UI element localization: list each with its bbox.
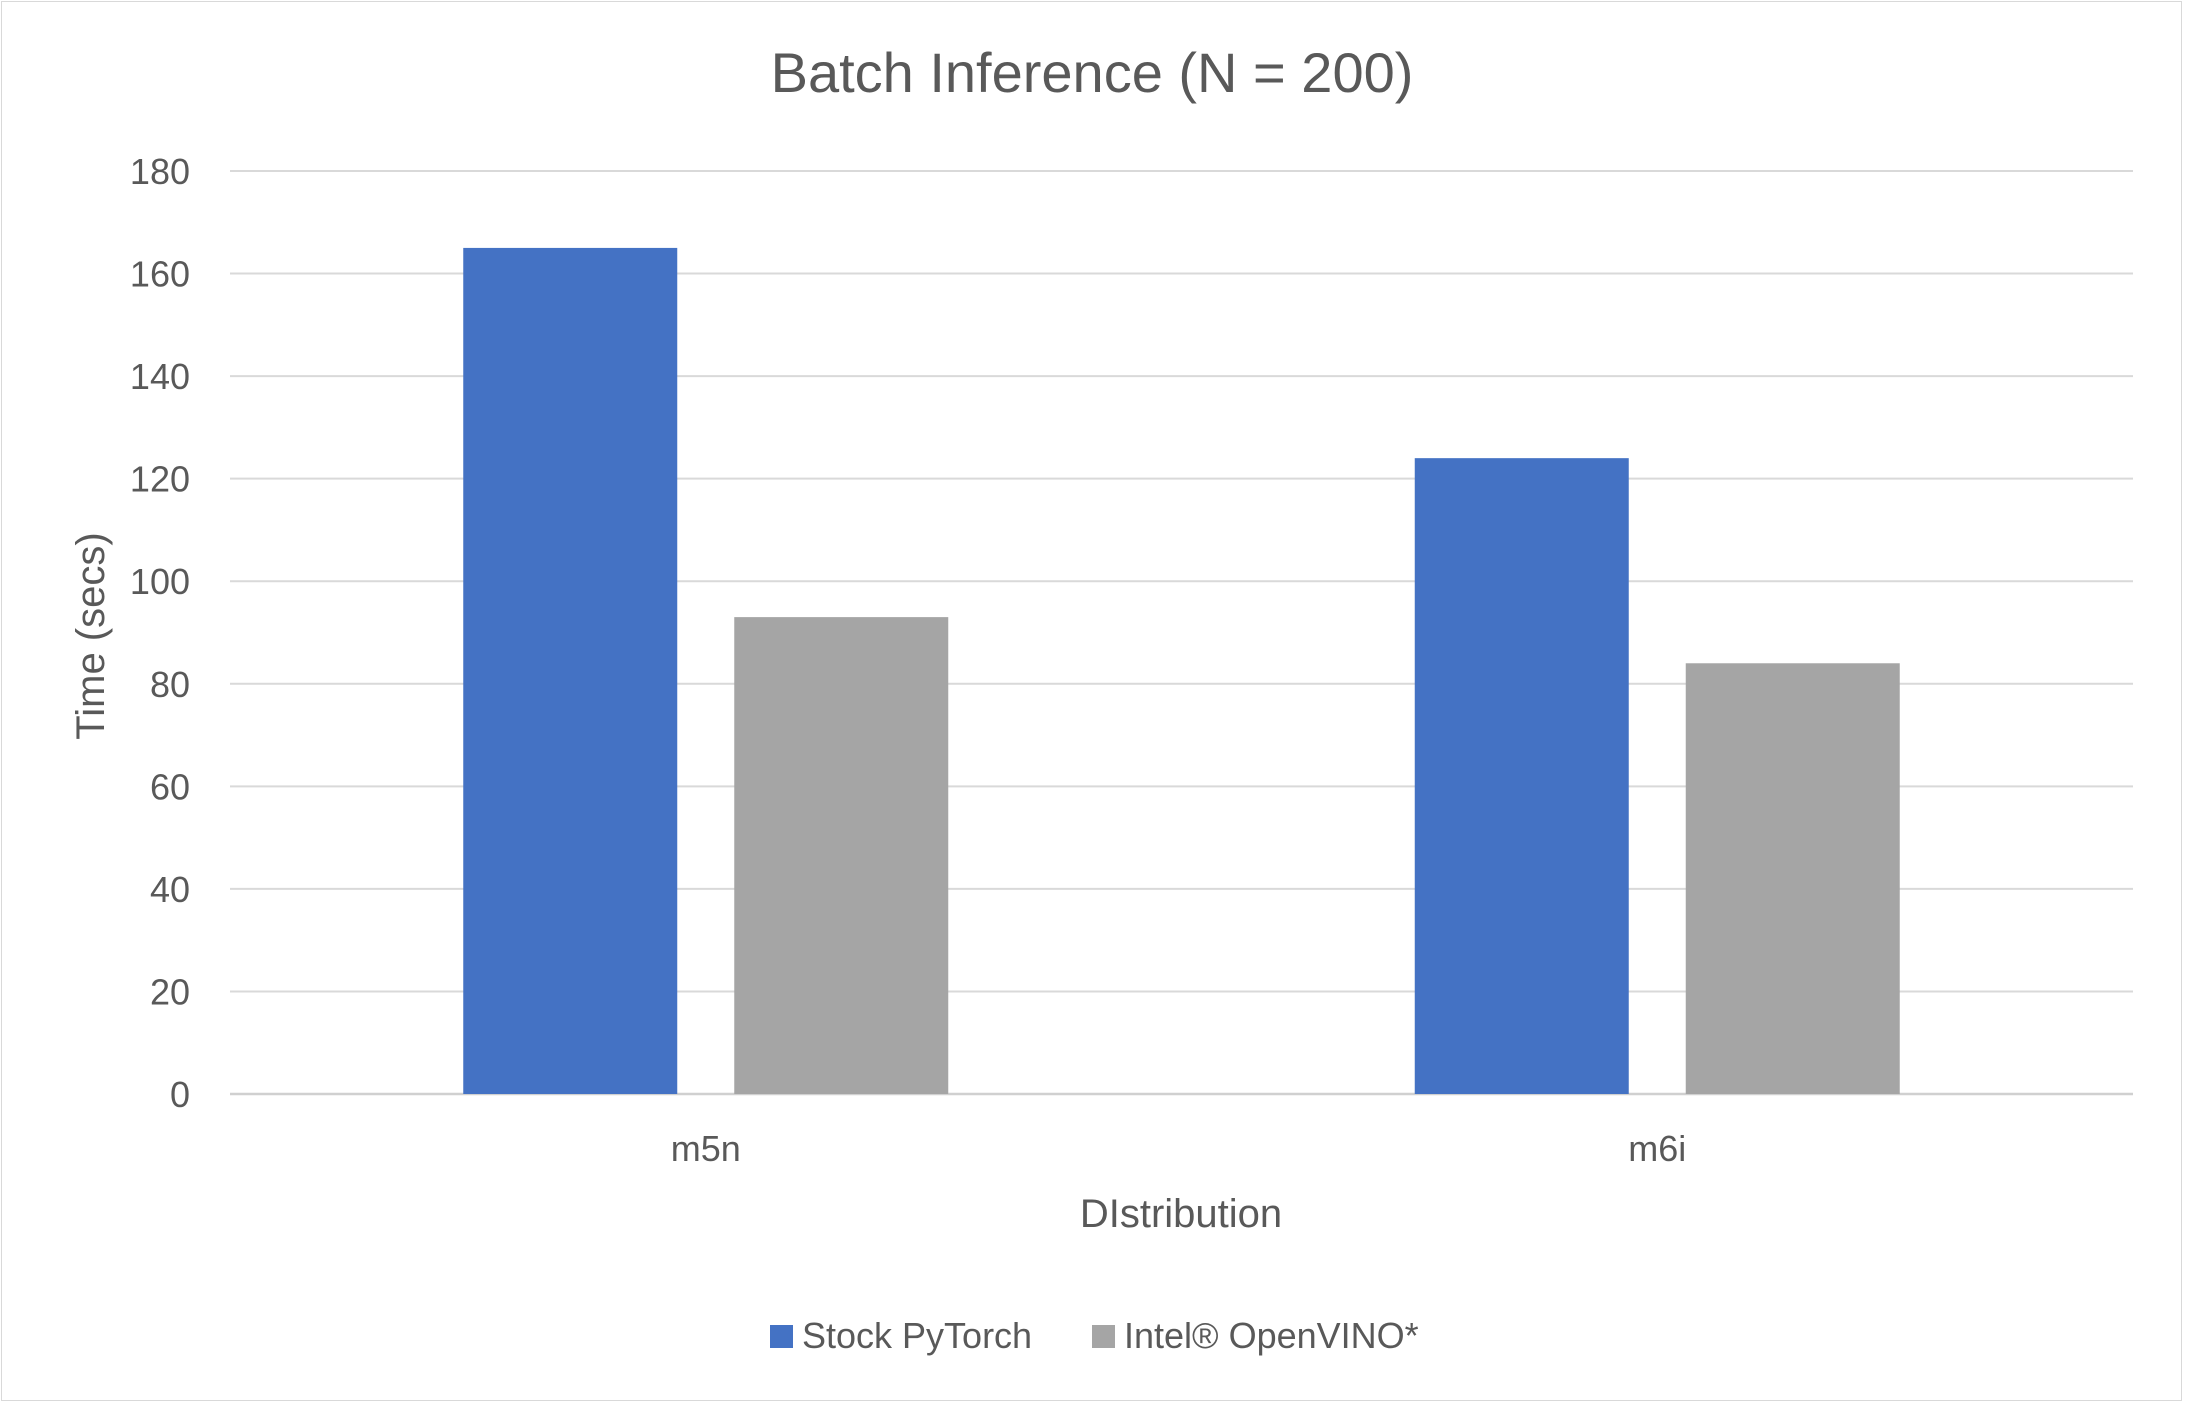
legend-label: Stock PyTorch (802, 1315, 1032, 1356)
bars (463, 247, 1900, 1095)
y-tick-label: 0 (170, 1074, 190, 1115)
legend-label: Intel® OpenVINO* (1124, 1315, 1419, 1356)
x-tick-label: m5n (671, 1128, 741, 1169)
x-tick-labels: m5n m6i (671, 1128, 1687, 1169)
y-tick-label: 80 (150, 664, 190, 705)
x-axis-label: DIstribution (1080, 1192, 1282, 1236)
chart-title: Batch Inference (N = 200) (771, 41, 1414, 104)
y-axis-label: Time (secs) (69, 532, 113, 739)
x-tick-label: m6i (1628, 1128, 1686, 1169)
bar-m5n-series-1 (463, 247, 678, 1094)
y-tick-label: 140 (130, 356, 190, 397)
legend-swatch (1092, 1325, 1115, 1348)
legend-swatch (770, 1325, 793, 1348)
y-tick-label: 160 (130, 254, 190, 295)
bar-m6i-series-2 (1685, 663, 1900, 1094)
y-tick-label: 20 (150, 971, 190, 1012)
y-tick-label: 60 (150, 766, 190, 807)
y-tick-label: 40 (150, 869, 190, 910)
legend: Stock PyTorch Intel® OpenVINO* (770, 1315, 1419, 1356)
bar-m6i-series-1 (1414, 458, 1629, 1095)
y-tick-label: 180 (130, 151, 190, 192)
y-tick-labels: 0 20 40 60 80 100 120 140 160 180 (130, 151, 190, 1115)
y-tick-label: 100 (130, 561, 190, 602)
bar-m5n-series-2 (734, 617, 949, 1094)
y-tick-label: 120 (130, 459, 190, 500)
